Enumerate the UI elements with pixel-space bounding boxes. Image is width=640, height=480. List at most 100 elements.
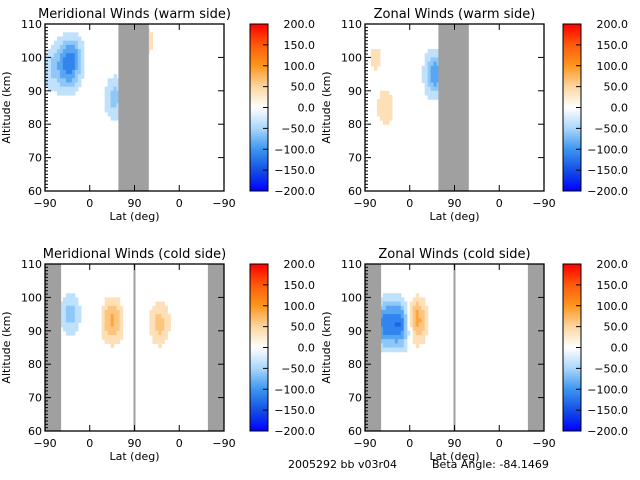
- colorbar-cell: [250, 179, 268, 182]
- heat-cell: [110, 94, 115, 100]
- colorbar-cell: [563, 65, 581, 68]
- colorbar-cell: [563, 364, 581, 367]
- colorbar-cell: [563, 305, 581, 308]
- y-tick-label: 100: [341, 51, 362, 64]
- heat-cell: [373, 65, 378, 71]
- heat-cell: [385, 293, 390, 298]
- colorbar-cell: [563, 155, 581, 159]
- y-tick-label: 90: [28, 85, 42, 98]
- heat-cell: [104, 305, 109, 311]
- heat-cell: [119, 326, 124, 332]
- heat-cell: [433, 65, 438, 71]
- colorbar-tick-label: 0.0: [611, 102, 629, 115]
- colorbar-cell: [563, 164, 581, 167]
- colorbar-cell: [563, 402, 581, 405]
- heat-cell: [74, 309, 79, 315]
- colorbar-cell: [563, 184, 581, 187]
- colorbar-cell: [250, 59, 268, 62]
- heat-cell: [433, 94, 438, 100]
- colorbar-tick-label: 200.0: [284, 258, 316, 271]
- colorbar-cell: [563, 137, 581, 140]
- heat-cell: [56, 78, 61, 84]
- x-tick-label: −90: [33, 197, 56, 210]
- heat-cell: [62, 82, 67, 88]
- heat-cell: [65, 61, 70, 67]
- colorbar-cell: [250, 274, 268, 277]
- heat-cell: [388, 94, 393, 100]
- colorbar-cell: [250, 139, 268, 142]
- colorbar-cell: [250, 125, 268, 129]
- y-tick-label: 100: [21, 291, 42, 304]
- heat-cell: [71, 90, 76, 96]
- footer-beta: Beta Angle: -84.1469: [432, 458, 549, 471]
- colorbar-cell: [563, 115, 581, 119]
- colorbar-cell: [563, 150, 581, 154]
- colorbar-cell: [250, 284, 268, 287]
- colorbar-cell: [563, 27, 581, 30]
- heat-cell: [149, 32, 153, 38]
- heat-cell: [53, 78, 58, 84]
- heat-cell: [385, 305, 390, 311]
- heat-cell: [104, 103, 109, 109]
- heat-cell: [385, 120, 390, 125]
- heat-cell: [376, 111, 381, 117]
- colorbar-cell: [563, 267, 581, 270]
- colorbar-cell: [250, 39, 268, 42]
- colorbar-cell: [563, 320, 581, 323]
- heat-cell: [167, 314, 171, 319]
- heat-cell: [65, 86, 70, 92]
- heat-cell: [74, 326, 79, 332]
- x-tick-label: −90: [353, 437, 376, 450]
- colorbar-cell: [563, 100, 581, 103]
- heat-cell: [424, 53, 429, 58]
- colorbar-cell: [250, 280, 268, 283]
- heat-cell: [394, 309, 399, 315]
- panel-2: Meridional Winds (cold side) 60 70 80 90 100 1…: [0, 247, 315, 463]
- colorbar-cell: [563, 429, 581, 432]
- heat-cell: [155, 318, 159, 324]
- heat-cell: [47, 61, 52, 67]
- heat-cell: [400, 330, 405, 336]
- colorbar-cell: [563, 90, 581, 93]
- heat-cell: [427, 78, 432, 84]
- colorbar-cell: [563, 394, 581, 397]
- colorbar-cell: [250, 422, 268, 425]
- heat-cell: [385, 309, 390, 315]
- heat-cell: [158, 314, 162, 319]
- colorbar-cell: [563, 299, 581, 302]
- colorbar-cell: [250, 105, 268, 108]
- heat-cell: [65, 57, 70, 63]
- heat-cell: [59, 69, 64, 75]
- heat-cell: [164, 334, 168, 340]
- colorbar-cell: [563, 317, 581, 320]
- heat-cell: [427, 61, 432, 67]
- heat-cell: [385, 322, 390, 328]
- colorbar-cell: [250, 429, 268, 432]
- heat-cell: [62, 318, 67, 324]
- chart-title: Meridional Winds (warm side): [38, 7, 231, 22]
- heat-cell: [65, 82, 70, 88]
- heat-cell: [47, 82, 52, 88]
- colorbar-cell: [250, 270, 268, 273]
- colorbar-cell: [250, 175, 268, 179]
- heat-cell: [68, 32, 73, 38]
- heat-cell: [68, 44, 73, 50]
- heat-cell: [110, 297, 115, 303]
- colorbar-cell: [250, 269, 268, 272]
- colorbar-cell: [563, 67, 581, 70]
- colorbar-cell: [250, 337, 268, 340]
- heat-cell: [74, 32, 79, 38]
- heat-cell: [80, 53, 85, 58]
- colorbar-cell: [563, 165, 581, 169]
- y-tick-label: 110: [21, 18, 42, 31]
- colorbar-cell: [250, 295, 268, 298]
- heat-cell: [400, 347, 405, 353]
- heat-cell: [104, 314, 109, 319]
- colorbar-cell: [250, 400, 268, 404]
- heat-cell: [77, 78, 82, 84]
- heat-cell: [101, 326, 106, 332]
- heat-cell: [400, 301, 405, 307]
- heat-cell: [77, 57, 82, 63]
- colorbar-cell: [250, 54, 268, 57]
- heat-cell: [421, 309, 426, 315]
